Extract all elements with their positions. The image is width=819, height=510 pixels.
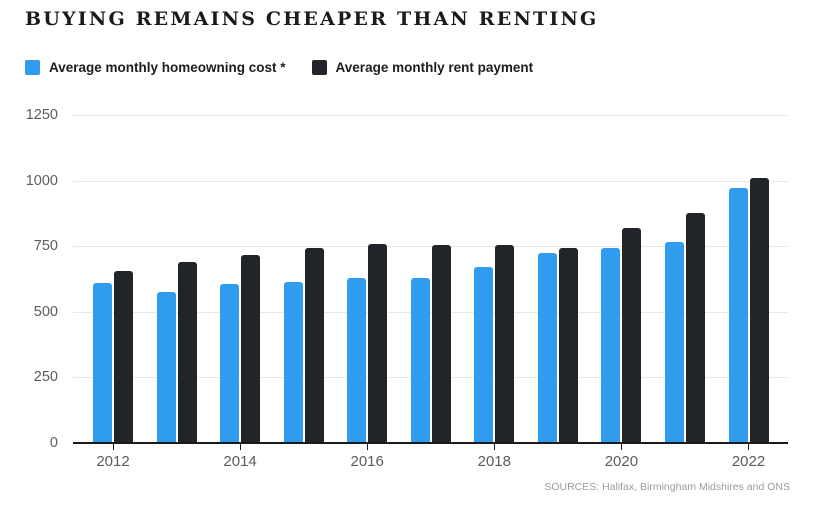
bar-homeowning: [728, 188, 748, 443]
x-axis-tick: [493, 443, 495, 450]
bar-homeowning: [601, 247, 621, 443]
bar-homeowning: [664, 242, 684, 443]
bar-rent: [749, 177, 769, 443]
bar-homeowning: [93, 282, 112, 443]
x-axis-label: 2022: [731, 453, 766, 470]
bar-rent: [622, 227, 642, 443]
x-axis-tick: [239, 443, 241, 450]
bar-homeowning: [474, 267, 494, 443]
x-axis-label: 2020: [604, 453, 639, 470]
bar-rent: [177, 261, 197, 443]
bar-homeowning: [283, 281, 303, 443]
legend-swatch-rent: [311, 60, 327, 75]
x-axis-label: 2014: [223, 453, 257, 470]
x-axis-tick: [748, 443, 749, 450]
legend-swatch-homeowning: [25, 60, 40, 75]
y-axis-label: 500: [33, 303, 58, 320]
gridline: [73, 246, 788, 248]
x-axis-tick: [620, 443, 622, 450]
legend-label: Average monthly rent payment: [335, 60, 534, 75]
gridline: [73, 180, 788, 182]
gridline: [73, 311, 788, 313]
bar-rent: [114, 271, 133, 443]
bar-homeowning: [537, 252, 557, 443]
bar-homeowning: [220, 284, 240, 443]
x-axis-tick: [366, 443, 368, 450]
gridline: [73, 115, 788, 116]
x-axis-label: 2016: [350, 453, 384, 470]
bar-rent: [495, 244, 515, 443]
x-axis-tick: [112, 443, 114, 450]
y-axis-label: 1250: [25, 107, 58, 123]
bar-rent: [685, 213, 705, 443]
x-axis-label: 2018: [477, 453, 511, 470]
bar-homeowning: [156, 292, 176, 443]
bar-homeowning: [410, 277, 430, 443]
x-axis-label: 2012: [96, 453, 130, 470]
bar-rent: [431, 244, 451, 443]
y-axis-label: 250: [33, 369, 58, 386]
bar-homeowning: [347, 277, 367, 443]
bar-rent: [558, 247, 578, 443]
legend-item: Average monthly homeowning cost *: [25, 60, 286, 75]
legend-label: Average monthly homeowning cost *: [49, 60, 286, 75]
y-axis-label: 750: [33, 238, 58, 255]
y-axis-label: 1000: [25, 172, 58, 189]
chart-legend: Average monthly homeowning cost * Average…: [25, 60, 533, 75]
bar-rent: [304, 247, 324, 443]
gridline: [73, 377, 788, 379]
chart-title: BUYING REMAINS CHEAPER THAN RENTING: [25, 8, 599, 30]
bar-rent: [241, 255, 261, 443]
x-axis-line: [73, 442, 788, 444]
y-axis-label: 0: [49, 435, 58, 451]
source-credit: SOURCES: Halifax, Birmingham Midshires a…: [544, 481, 790, 493]
bar-rent: [368, 243, 388, 443]
legend-item: Average monthly rent payment: [311, 60, 534, 75]
